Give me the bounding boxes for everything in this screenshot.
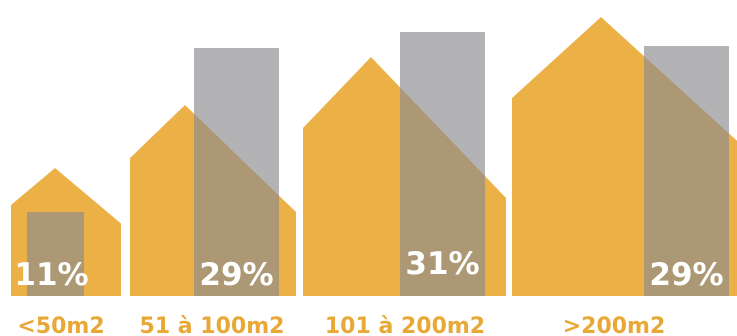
value-overlay-gt-200: [644, 46, 729, 296]
category-label-101-200: 101 à 200m2: [325, 314, 485, 336]
houses-layer: [11, 17, 737, 296]
labels-layer: 11% <50m2 29% 51 à 100m2 31% 101 à 200m2 29% >2…: [14, 246, 723, 336]
value-label-gt-200: 29%: [649, 257, 723, 293]
house-group-101-200: [303, 32, 506, 296]
value-label-51-100: 29%: [199, 257, 273, 293]
value-label-101-200: 31%: [405, 246, 479, 282]
value-overlay-51-100: [194, 48, 279, 296]
house-group-51-100: [130, 48, 296, 296]
category-label-gt-200: >200m2: [563, 314, 666, 336]
value-label-lt-50: 11%: [14, 257, 88, 293]
value-overlay-101-200: [400, 32, 485, 296]
house-group-lt-50: [11, 168, 121, 296]
house-group-gt-200: [512, 17, 737, 296]
category-label-lt-50: <50m2: [17, 314, 104, 336]
category-label-51-100: 51 à 100m2: [140, 314, 285, 336]
value-overlay-lt-50: [27, 212, 84, 296]
